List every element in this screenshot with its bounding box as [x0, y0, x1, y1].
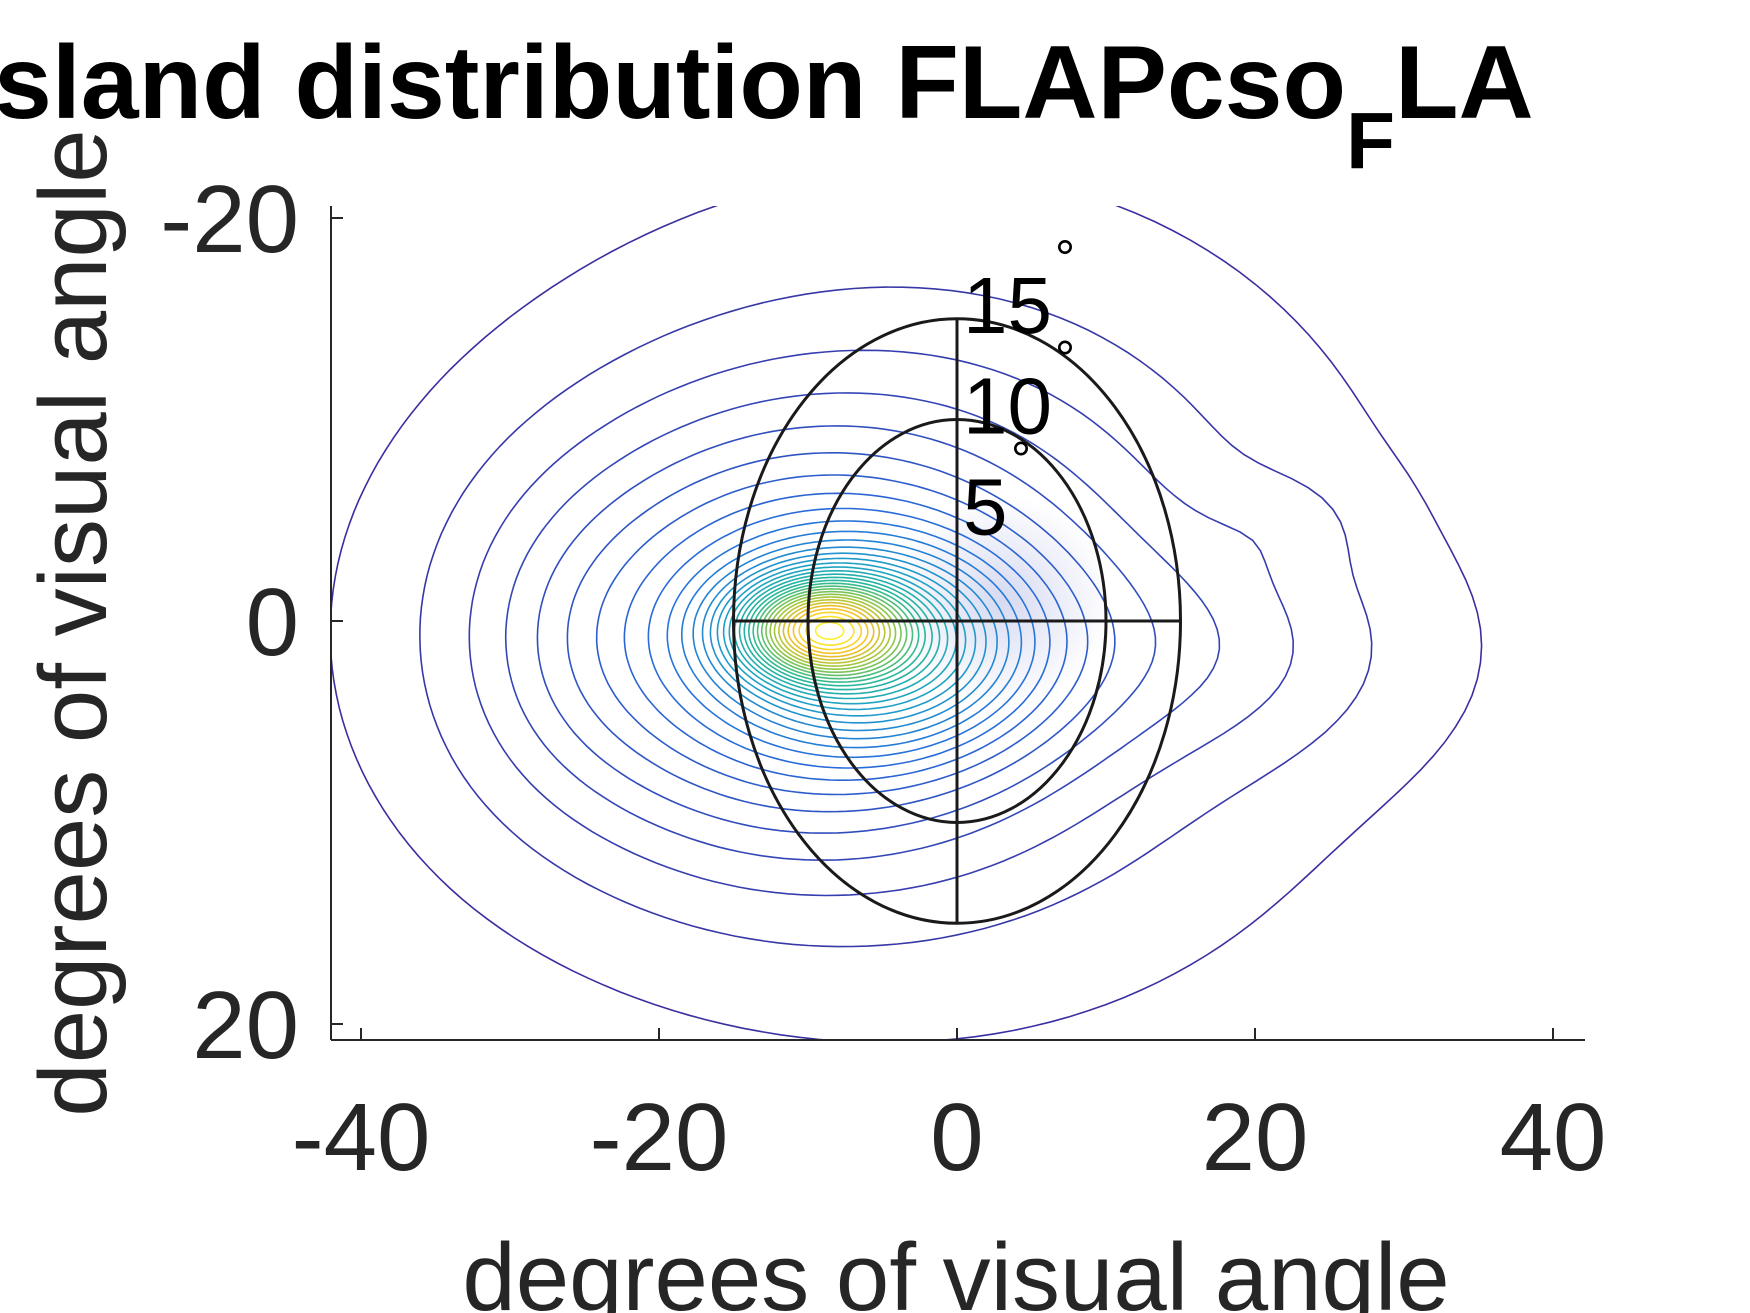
contour-line: [722, 562, 967, 711]
contour-line: [798, 611, 863, 651]
x-tick-label: 20: [1202, 1084, 1309, 1191]
contour-line: [792, 608, 869, 655]
contour-line: [743, 576, 933, 691]
contour-line: [419, 286, 1373, 948]
ring-label-10: 10: [963, 362, 1052, 451]
contour-line: [765, 590, 902, 673]
contour-line: [773, 596, 891, 667]
ring-label-5: 5: [963, 462, 1008, 551]
contour-line: [595, 474, 1089, 796]
contour-line: [468, 349, 1295, 897]
ring-degree-mark-5: °: [1011, 431, 1031, 487]
contour-line: [778, 599, 886, 664]
contour-line: [738, 573, 941, 695]
contour-line: [701, 546, 998, 732]
ring-degree-mark-15: °: [1055, 230, 1075, 286]
y-tick-label: 20: [192, 972, 299, 1079]
contour-line: [692, 539, 1010, 740]
contour-line: [666, 520, 1036, 759]
density-glow: [891, 495, 1112, 706]
contour-line: [504, 392, 1221, 861]
contour-line: [681, 530, 1023, 749]
contour-line: [536, 425, 1157, 834]
contour-line: [709, 552, 987, 724]
chart-title: sland distribution FLAPcsoFLA: [0, 25, 1534, 185]
plot-area: [331, 206, 1483, 1040]
contour-line: [647, 507, 1051, 769]
contour-line: [716, 557, 977, 717]
contour-line: [814, 621, 845, 640]
contour-line: [769, 593, 897, 670]
x-axis-label: degrees of visual angle: [462, 1224, 1449, 1313]
contour-line: [331, 206, 1483, 1040]
axes: -40 -20 0 20 40 -20 0 20: [160, 166, 1606, 1191]
contour-line: [760, 588, 908, 677]
contour-line: [782, 601, 881, 661]
ring-degree-mark-10: °: [1055, 331, 1075, 387]
x-ticks: -40 -20 0 20 40: [292, 1028, 1607, 1191]
contour-line: [623, 492, 1068, 781]
x-tick-label: 40: [1500, 1084, 1607, 1191]
eccentricity-rings: [732, 317, 1182, 925]
chart-title-tail: LA: [1395, 25, 1534, 141]
chart-title-main: sland distribution FLAPcso: [0, 25, 1346, 141]
contour-line: [787, 604, 875, 658]
contour-line: [752, 582, 920, 683]
y-tick-label: 0: [246, 569, 299, 676]
ring-labels: 10°15°5°: [963, 230, 1075, 552]
contour-line: [747, 579, 927, 687]
y-axis-label: degrees of visual angle: [20, 129, 127, 1116]
x-tick-label: -20: [590, 1084, 729, 1191]
y-tick-label: -20: [160, 166, 299, 273]
y-ticks: -20 0 20: [160, 166, 343, 1079]
x-tick-label: -40: [292, 1084, 431, 1191]
contour-line: [756, 585, 914, 680]
x-tick-label: 0: [930, 1084, 983, 1191]
density-contours: [331, 206, 1483, 1040]
ring-label-15: 15: [963, 261, 1052, 350]
contour-line: [728, 566, 957, 705]
chart-title-subscript: F: [1346, 96, 1395, 185]
